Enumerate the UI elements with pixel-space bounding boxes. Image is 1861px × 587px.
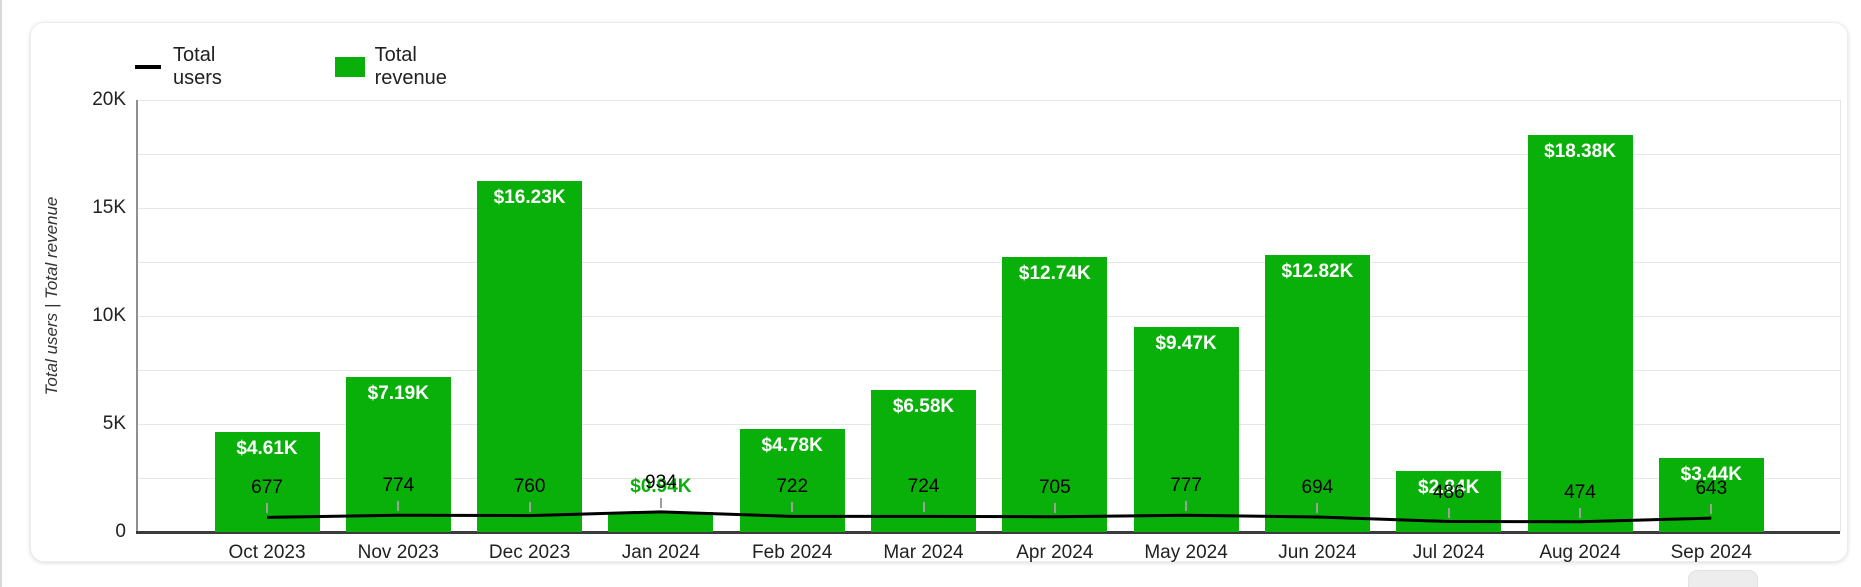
revenue-bar-label: $12.82K xyxy=(1281,261,1354,283)
revenue-bar-label: $7.19K xyxy=(367,382,429,404)
revenue-bar[interactable] xyxy=(1133,327,1239,532)
y-axis-tick-label: 0 xyxy=(115,521,126,542)
gridline xyxy=(136,316,1840,317)
y-axis-tick-label: 20K xyxy=(92,89,126,110)
users-count-label: 643 xyxy=(1695,478,1728,500)
legend-item-total-revenue: Total revenue xyxy=(335,44,459,89)
users-count-label: 934 xyxy=(645,471,677,493)
users-count-label: 724 xyxy=(907,476,940,498)
bar-swatch-icon xyxy=(335,57,365,77)
count-leader-tick xyxy=(1316,503,1319,513)
count-leader-tick xyxy=(397,501,400,512)
x-axis-category-label: May 2024 xyxy=(1144,542,1228,563)
gridline xyxy=(136,154,1840,155)
count-leader-tick xyxy=(791,502,794,513)
plot-right-border xyxy=(1840,100,1841,532)
gridline xyxy=(136,370,1840,371)
screen-left-edge xyxy=(0,0,2,587)
revenue-bar[interactable] xyxy=(1264,255,1370,532)
gridline xyxy=(136,262,1840,263)
x-axis-category-label: Sep 2024 xyxy=(1670,542,1752,563)
count-leader-tick xyxy=(1710,504,1713,515)
legend-item-total-users: Total users xyxy=(135,44,236,89)
line-swatch-icon xyxy=(135,65,162,69)
x-axis-category-label: Aug 2024 xyxy=(1539,542,1621,563)
y-axis-tick-label: 5K xyxy=(102,413,126,434)
users-count-label: 677 xyxy=(251,477,283,499)
x-axis-category-label: Feb 2024 xyxy=(752,542,833,563)
users-count-label: 694 xyxy=(1301,477,1334,498)
users-count-label: 774 xyxy=(382,475,415,497)
legend-label-total-users: Total users xyxy=(173,44,222,89)
users-count-label: 722 xyxy=(776,476,809,498)
users-count-label: 705 xyxy=(1038,476,1071,498)
revenue-bar-label: $9.47K xyxy=(1155,333,1217,355)
revenue-bar-label: $16.23K xyxy=(493,187,566,209)
count-leader-tick xyxy=(1053,502,1056,513)
revenue-bar[interactable] xyxy=(477,181,583,532)
users-count-label: 760 xyxy=(513,475,546,497)
x-axis-category-label: Apr 2024 xyxy=(1016,542,1094,563)
x-axis-category-label: Oct 2023 xyxy=(228,542,306,563)
legend-label-total-revenue: Total revenue xyxy=(374,44,447,89)
revenue-bar[interactable] xyxy=(1002,256,1108,532)
count-leader-tick xyxy=(1185,501,1188,512)
y-axis-tick-label: 15K xyxy=(92,197,126,218)
gridline xyxy=(136,208,1840,209)
revenue-bar-label: $4.78K xyxy=(761,434,823,456)
gridline xyxy=(136,100,1840,101)
revenue-bar-label: $4.61K xyxy=(236,438,298,460)
bottom-partial-pill-button[interactable] xyxy=(1688,570,1758,587)
count-leader-tick xyxy=(528,501,531,512)
x-axis-category-label: Jul 2024 xyxy=(1412,542,1485,563)
x-axis-category-label: Jun 2024 xyxy=(1278,542,1357,563)
revenue-bar[interactable] xyxy=(1527,134,1633,532)
revenue-bar-label: $0.94K xyxy=(630,475,692,497)
x-axis-line xyxy=(136,531,1840,534)
users-count-label: 777 xyxy=(1170,475,1202,497)
y-axis-title: Total users | Total revenue xyxy=(42,196,61,396)
y-axis-tick-label: 10K xyxy=(92,305,126,326)
revenue-bar[interactable] xyxy=(608,511,714,532)
revenue-bar-label: $6.58K xyxy=(892,395,955,417)
count-leader-tick xyxy=(659,497,662,508)
count-leader-tick xyxy=(922,502,925,513)
users-count-label: 486 xyxy=(1432,481,1465,503)
x-axis-category-label: Mar 2024 xyxy=(883,542,964,563)
x-axis-category-label: Dec 2023 xyxy=(488,542,571,563)
count-leader-tick xyxy=(266,503,268,514)
revenue-bar-label: $2.84K xyxy=(1418,476,1480,498)
gridline xyxy=(136,424,1840,425)
count-leader-tick xyxy=(1579,507,1581,518)
x-axis-category-label: Nov 2023 xyxy=(357,542,439,563)
users-count-label: 474 xyxy=(1564,481,1596,503)
revenue-bar-label: $3.44K xyxy=(1680,463,1742,485)
revenue-bar-label: $18.38K xyxy=(1544,140,1616,162)
revenue-bar-label: $12.74K xyxy=(1018,262,1091,284)
count-leader-tick xyxy=(1447,507,1450,518)
x-axis-category-label: Jan 2024 xyxy=(621,542,700,563)
gridline xyxy=(136,478,1840,479)
plot-left-border xyxy=(136,100,138,532)
